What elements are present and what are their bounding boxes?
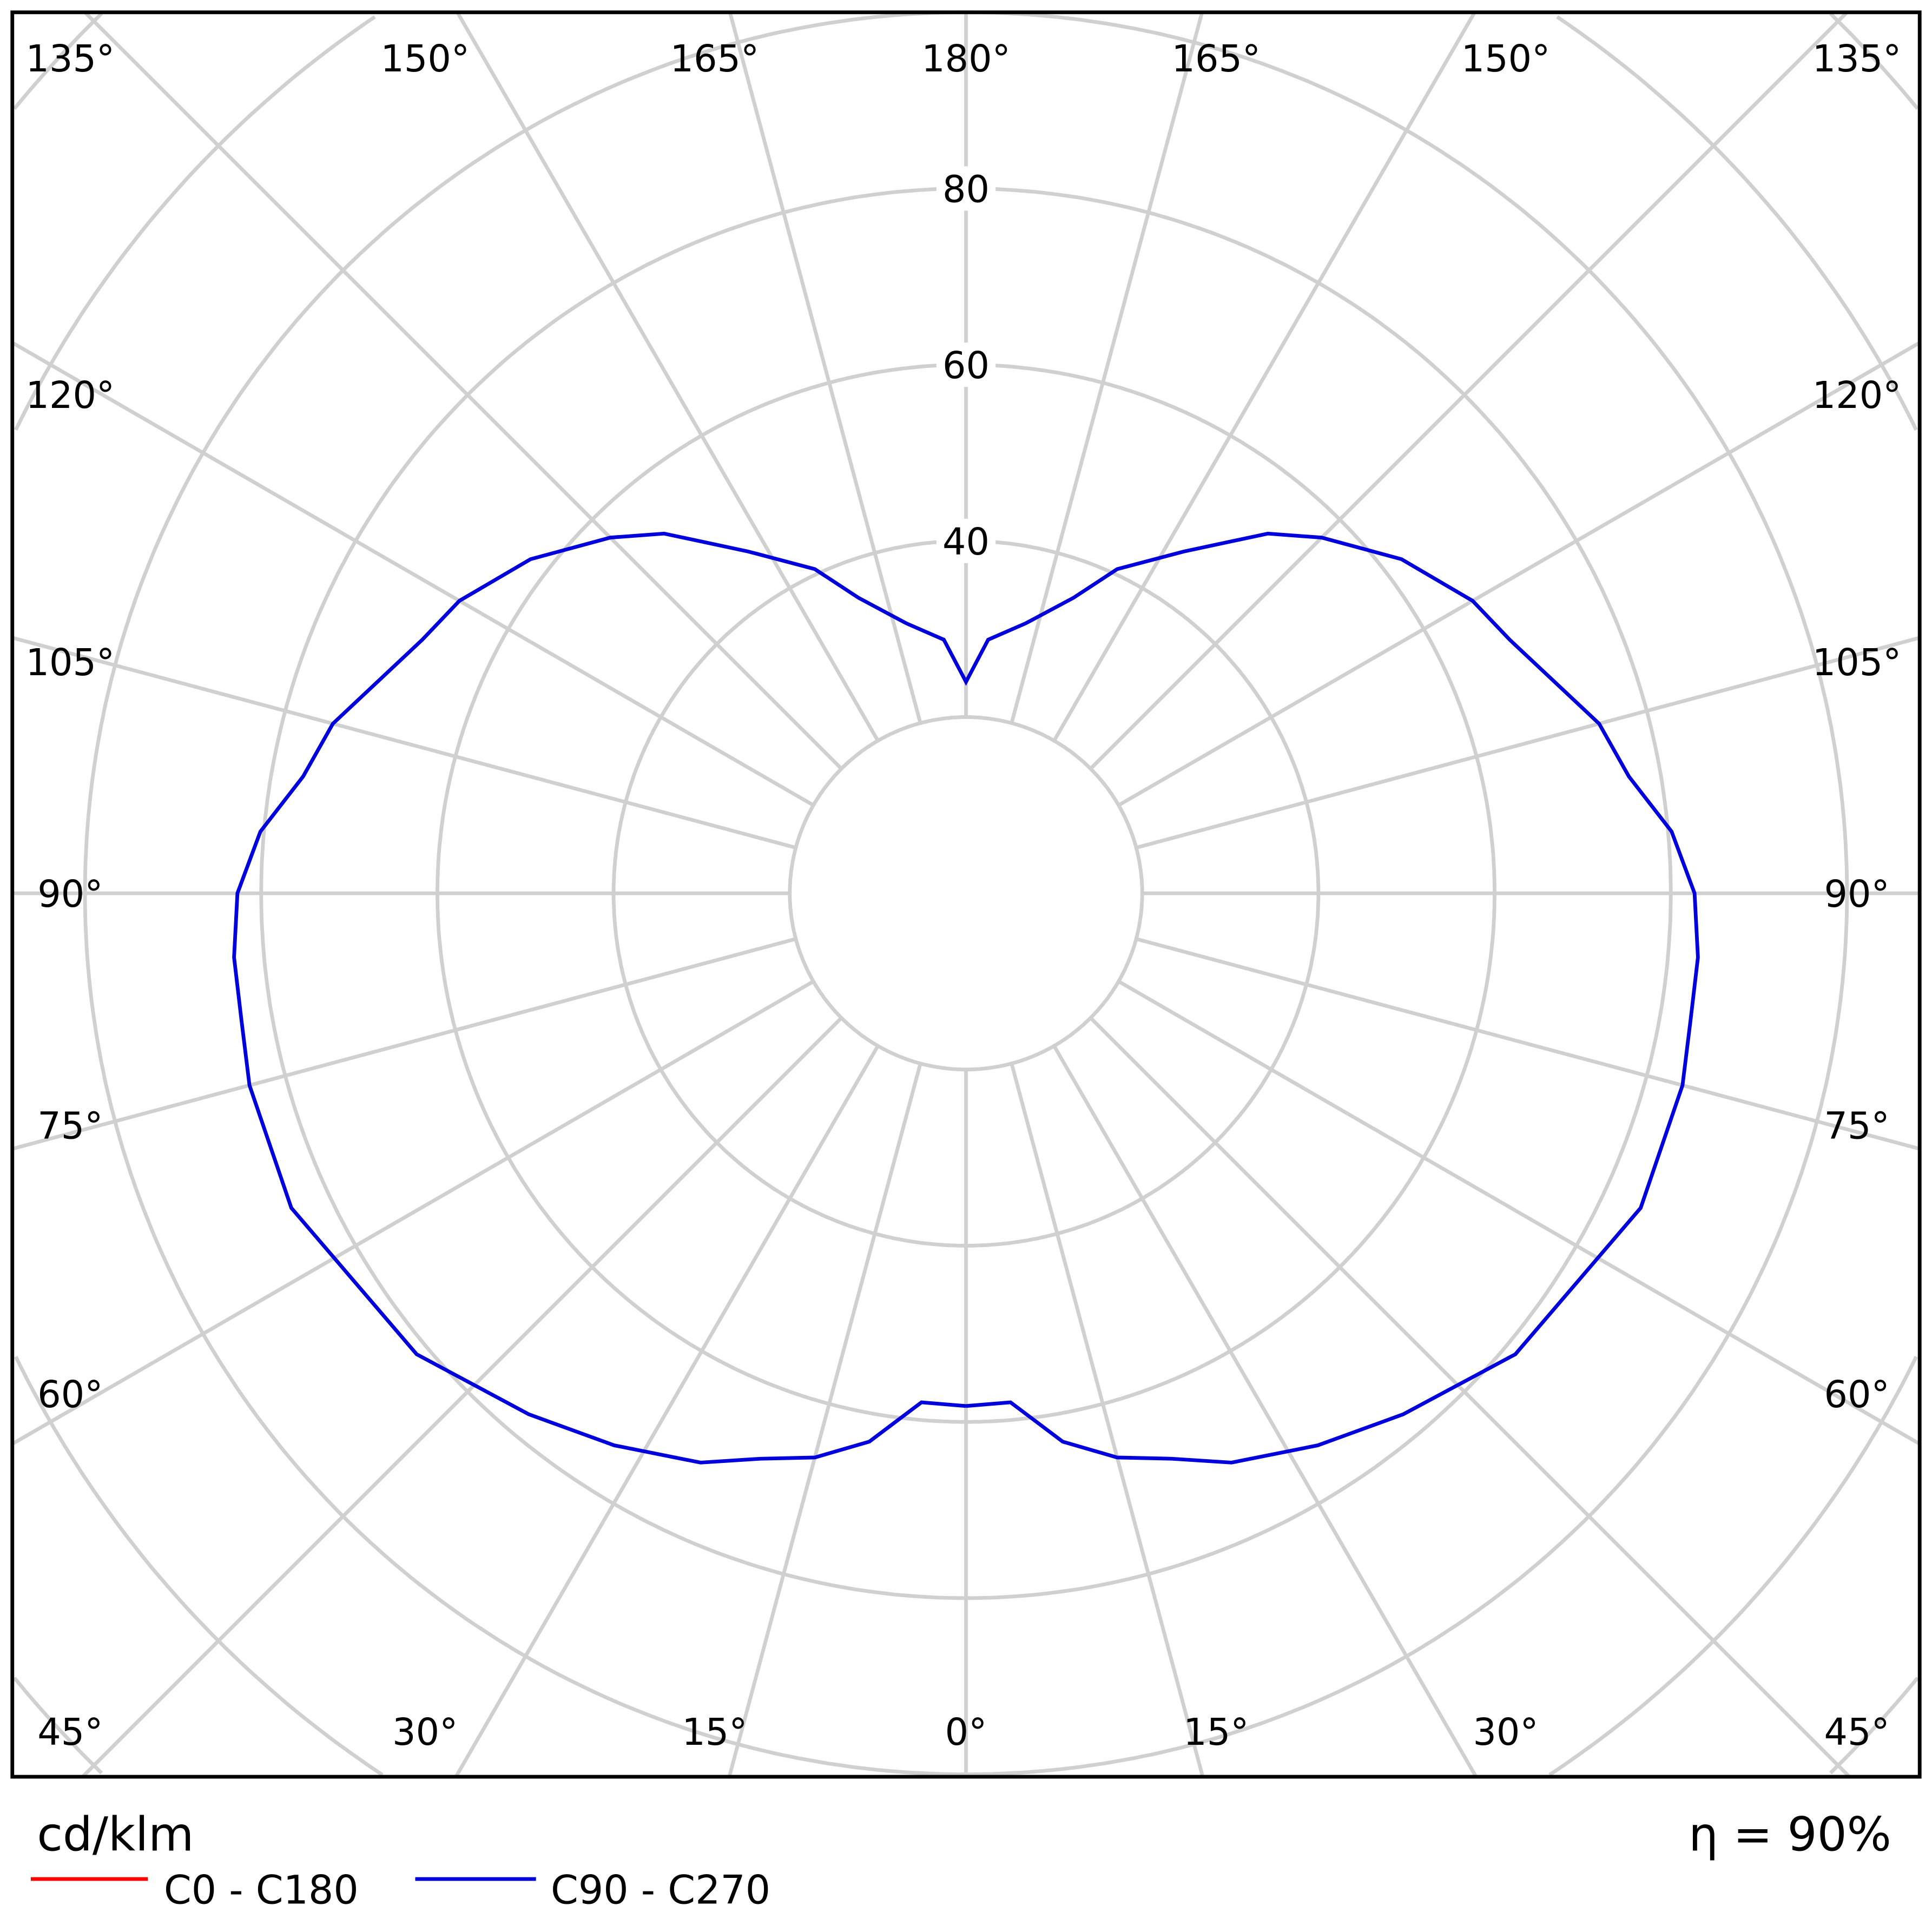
- angle-label: 165°: [1172, 38, 1261, 81]
- angle-label: 45°: [1824, 1711, 1890, 1754]
- radial-tick-label: 80: [942, 168, 990, 211]
- ring-120: [1556, 15, 1918, 431]
- angle-label: 120°: [1812, 374, 1902, 417]
- angle-label: 0°: [945, 1711, 987, 1754]
- ring-60: [436, 362, 1496, 1424]
- angle-label: 135°: [1812, 38, 1902, 81]
- spoke-line: [727, 1063, 922, 1777]
- spoke-line: [1089, 1017, 1851, 1778]
- ring-140: [12, 1676, 103, 1775]
- spoke-line: [11, 341, 815, 807]
- grid: 40 60 80: [11, 10, 1921, 1778]
- spoke-line: [728, 11, 922, 724]
- radial-tick-label: 40: [942, 521, 990, 564]
- spoke-line: [456, 11, 880, 742]
- angle-label: 105°: [1812, 642, 1902, 684]
- ring-80: [259, 187, 1673, 1600]
- angle-label: 90°: [37, 873, 103, 916]
- angle-label: 150°: [380, 38, 470, 81]
- angle-label: 60°: [37, 1374, 103, 1416]
- angle-label: 180°: [921, 38, 1011, 81]
- series-curve-1: [232, 531, 1700, 1465]
- plot-frame: [10, 10, 1922, 1779]
- angle-label: 120°: [26, 374, 115, 417]
- spoke-line: [1117, 980, 1921, 1446]
- ring-100: [83, 10, 1849, 1776]
- legend-label-c90-c270: C90 - C270: [551, 1868, 770, 1914]
- angle-label: 60°: [1824, 1374, 1890, 1416]
- ring-120: [1548, 1356, 1918, 1777]
- ring-120: [14, 15, 376, 431]
- radial-tick-bg: [936, 342, 996, 387]
- spoke-line: [1052, 11, 1476, 742]
- spoke-line: [1117, 341, 1921, 807]
- ring-140: [12, 12, 103, 110]
- angle-label: 15°: [682, 1711, 747, 1754]
- angle-label: 75°: [37, 1105, 103, 1148]
- angle-labels: 135° 150° 165° 180° 165° 150° 135° 45° 30° 15° 0° 1…: [26, 38, 1902, 1754]
- angle-label: 105°: [26, 642, 115, 684]
- radial-tick-bg: [936, 518, 996, 563]
- spoke-line: [83, 11, 843, 770]
- angle-label: 135°: [26, 38, 115, 81]
- efficiency-label: η = 90%: [1689, 1808, 1891, 1862]
- ring-120: [14, 1356, 384, 1777]
- angle-label: 45°: [37, 1711, 103, 1754]
- angle-label: 165°: [670, 38, 760, 81]
- radial-tick-label: 60: [942, 345, 990, 387]
- spoke-line: [11, 980, 815, 1446]
- curves: [232, 531, 1700, 1465]
- spoke-line: [81, 1017, 843, 1778]
- angle-label: 150°: [1461, 38, 1551, 81]
- legend-label-c0-c180: C0 - C180: [164, 1868, 359, 1914]
- angle-label: 15°: [1183, 1711, 1249, 1754]
- unit-label: cd/klm: [37, 1808, 194, 1862]
- ring-20: [788, 715, 1144, 1072]
- spoke-line: [1136, 937, 1921, 1151]
- spoke-line: [1136, 636, 1921, 850]
- radial-tick-bg: [936, 166, 996, 211]
- ring-140: [1829, 12, 1920, 110]
- spoke-line: [1010, 11, 1204, 724]
- spoke-line: [1052, 1045, 1478, 1778]
- angle-label: 30°: [1473, 1711, 1538, 1754]
- spoke-line: [11, 636, 796, 850]
- spoke-line: [11, 937, 796, 1151]
- angle-label: 30°: [392, 1711, 458, 1754]
- spoke-line: [1089, 11, 1849, 770]
- angle-label: 90°: [1824, 873, 1890, 916]
- spoke-line: [454, 1045, 880, 1778]
- ring-40: [611, 539, 1321, 1248]
- ring-140: [1829, 1676, 1920, 1775]
- spoke-line: [1010, 1063, 1205, 1777]
- angle-label: 75°: [1824, 1105, 1890, 1148]
